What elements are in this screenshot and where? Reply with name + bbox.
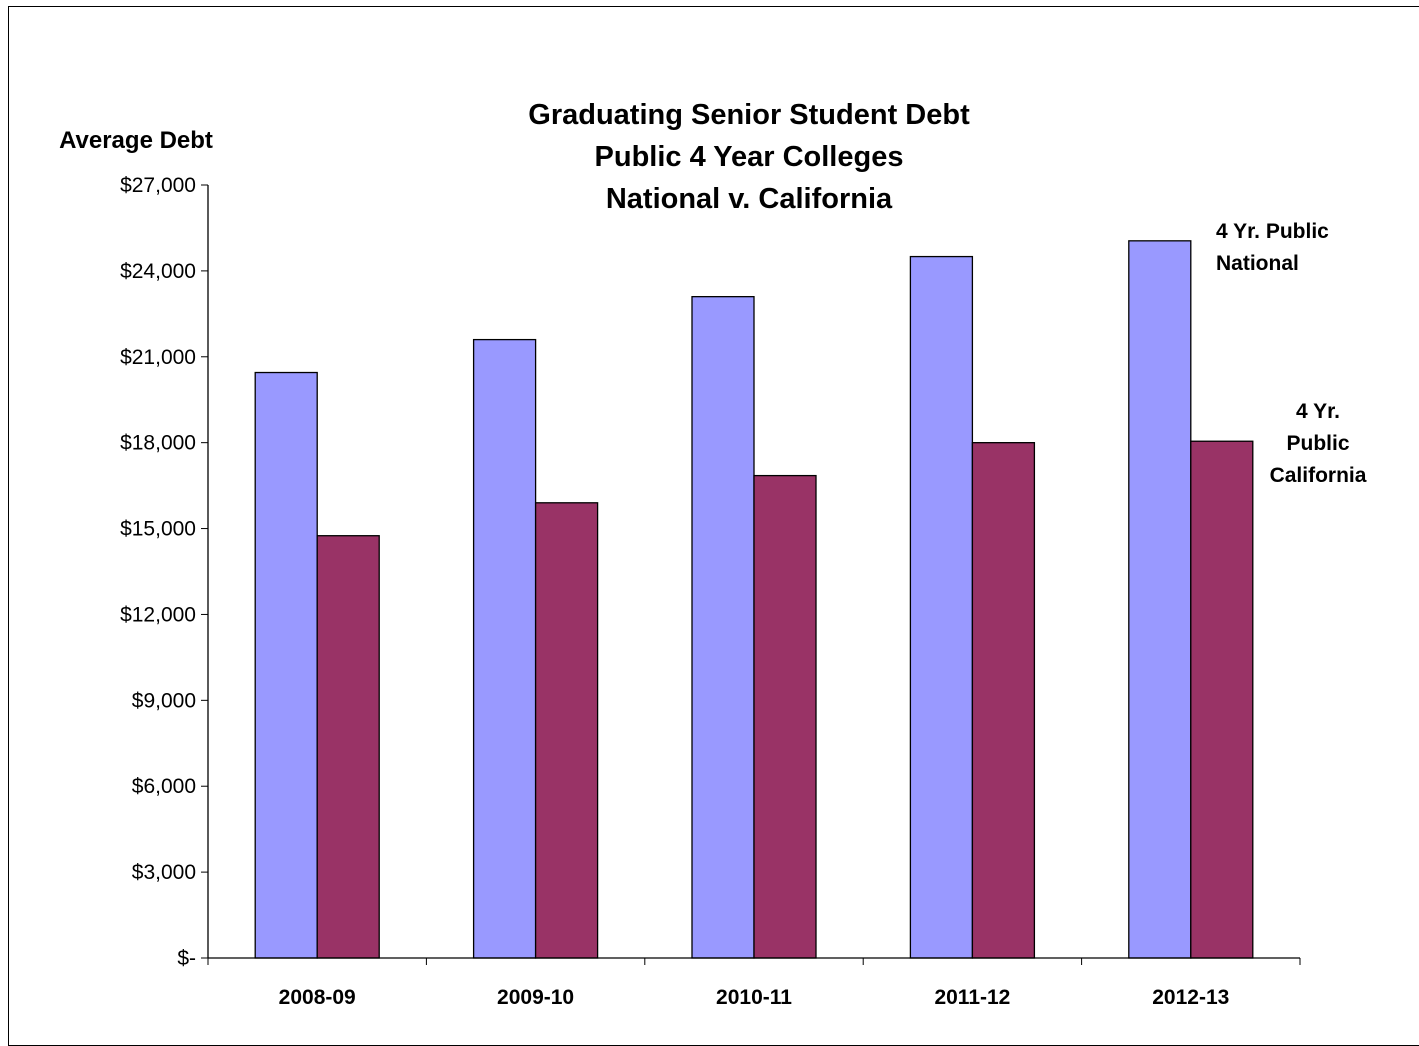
y-tick-label: $3,000 bbox=[132, 861, 196, 884]
bar-series-1-2008-09 bbox=[254, 371, 318, 959]
series-label-2-line-2: Public bbox=[1286, 432, 1349, 455]
bar-series-1-2009-10 bbox=[472, 338, 537, 959]
chart-title: Graduating Senior Student Debt Public 4 … bbox=[528, 99, 970, 215]
x-tick-label: 2010-11 bbox=[716, 986, 792, 1009]
series-labels: 4 Yr. Public National 4 Yr. Public Californi… bbox=[1216, 220, 1367, 487]
axes bbox=[207, 185, 1300, 959]
bars bbox=[254, 240, 1254, 959]
x-tick-label: 2012-13 bbox=[1152, 986, 1229, 1009]
chart-title-line-2: Public 4 Year Colleges bbox=[595, 141, 904, 173]
y-axis-ticks: $- $3,000 $6,000 $9,000 $12,000 $15,000 $18,00… bbox=[120, 174, 208, 970]
y-axis-label: Average Debt bbox=[59, 127, 213, 154]
y-tick-label: $12,000 bbox=[120, 603, 196, 626]
series-label-1-line-2: National bbox=[1216, 252, 1299, 275]
y-tick-label: $21,000 bbox=[120, 346, 196, 369]
bar-series-2-2012-13 bbox=[1190, 440, 1254, 959]
bar-series-1-2012-13 bbox=[1128, 240, 1192, 959]
bar-series-2-2008-09 bbox=[316, 535, 380, 959]
y-tick-label: $- bbox=[177, 947, 196, 970]
bar-series-2-2010-11 bbox=[753, 474, 817, 959]
bar-series-1-2011-12 bbox=[909, 255, 974, 959]
y-tick-label: $9,000 bbox=[132, 689, 196, 712]
x-axis-ticks: 2008-09 2009-10 2010-11 2011-12 2012-13 bbox=[207, 958, 1301, 1009]
x-tick-label: 2009-10 bbox=[497, 986, 574, 1009]
y-tick-label: $15,000 bbox=[120, 518, 196, 541]
series-label-1-line-1: 4 Yr. Public bbox=[1216, 220, 1329, 243]
y-tick-label: $6,000 bbox=[132, 775, 196, 798]
bar-series-2-2009-10 bbox=[534, 502, 599, 959]
x-tick-label: 2008-09 bbox=[279, 986, 356, 1009]
bar-series-2-2011-12 bbox=[971, 442, 1036, 959]
y-tick-label: $24,000 bbox=[120, 260, 196, 283]
bar-series-1-2010-11 bbox=[691, 296, 755, 959]
series-label-2-line-1: 4 Yr. bbox=[1296, 400, 1340, 423]
chart-title-line-1: Graduating Senior Student Debt bbox=[528, 99, 970, 131]
x-tick-label: 2011-12 bbox=[934, 986, 1010, 1009]
y-tick-label: $18,000 bbox=[120, 432, 196, 455]
chart-title-line-3: National v. California bbox=[606, 183, 893, 215]
series-label-2-line-3: California bbox=[1270, 464, 1367, 487]
y-tick-label: $27,000 bbox=[120, 174, 196, 197]
